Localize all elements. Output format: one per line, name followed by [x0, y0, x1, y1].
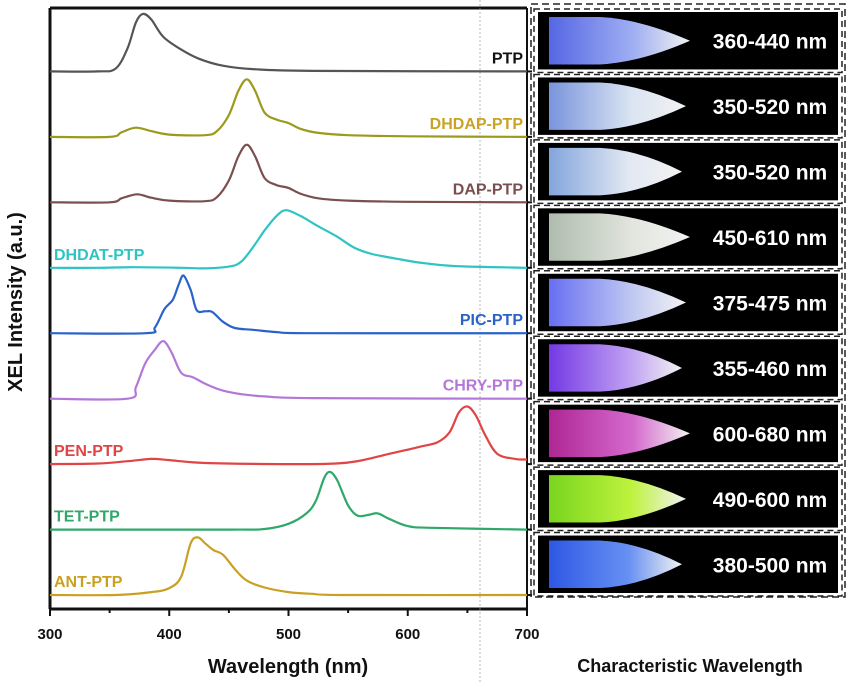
x-tick-label: 500 [276, 626, 301, 643]
crystal-image [549, 409, 690, 458]
x-tick-label: 400 [157, 626, 182, 643]
range-label: 600-680 nm [713, 423, 827, 446]
range-label: 380-500 nm [713, 554, 827, 577]
x-axis-label: Wavelength (nm) [208, 656, 368, 678]
crystal-image [549, 17, 690, 65]
range-label: 355-460 nm [713, 358, 827, 381]
photo-row-frame [533, 270, 843, 335]
spectrum-line-ptp [49, 12, 528, 73]
photo-row-frame [533, 531, 843, 597]
crystal-image [549, 540, 682, 588]
series-label-pic-ptp: PIC-PTP [460, 312, 523, 329]
series-label-dhdap-ptp: DHDAP-PTP [430, 116, 524, 133]
spectrum-line-pic-ptp [49, 274, 528, 335]
photo-row-ant-ptp: 380-500 nm [533, 531, 843, 597]
series-label-dap-ptp: DAP-PTP [453, 181, 524, 198]
series-label-pen-ptp: PEN-PTP [54, 443, 124, 460]
photo-row-frame [533, 466, 843, 532]
series-label-chry-ptp: CHRY-PTP [443, 378, 524, 395]
crystal-image [549, 147, 682, 196]
photo-row-frame [533, 73, 843, 139]
y-axis-label: XEL Intensity (a.u.) [5, 212, 27, 392]
range-label: 450-610 nm [713, 227, 827, 250]
photo-row-frame [533, 139, 843, 205]
range-label: 350-520 nm [713, 96, 827, 119]
range-label: 490-600 nm [713, 489, 827, 512]
x-axis-ticks: 300 400 500 600 700 [37, 609, 540, 643]
photo-row-pen-ptp: 600-680 nm [533, 400, 843, 466]
photo-panel-border [530, 3, 846, 598]
photo-row-dhdap-ptp: 350-520 nm [533, 73, 843, 139]
spectrum-line-chry-ptp [49, 340, 528, 401]
photo-row-frame [533, 400, 843, 466]
photo-row-ptp: 360-440 nm [533, 8, 843, 74]
photo-row-dap-ptp: 350-520 nm [533, 139, 843, 205]
photo-row-tet-ptp: 490-600 nm [533, 466, 843, 532]
crystal-image [549, 213, 690, 261]
spectra-curves [49, 12, 528, 597]
spectrum-line-pen-ptp [49, 405, 528, 466]
series-label-ant-ptp: ANT-PTP [54, 574, 123, 591]
series-label-dhdat-ptp: DHDAT-PTP [54, 247, 145, 264]
crystal-image [549, 475, 686, 523]
x-tick-label: 600 [395, 626, 420, 643]
photo-row-frame [533, 8, 843, 74]
x-tick-label: 700 [514, 626, 539, 643]
spectrum-line-dap-ptp [49, 143, 528, 204]
x-tick-label: 300 [37, 626, 62, 643]
photo-row-chry-ptp: 355-460 nm [533, 335, 843, 401]
photo-row-pic-ptp: 375-475 nm [533, 270, 843, 335]
spectrum-line-ant-ptp [49, 536, 528, 597]
photo-row-frame [533, 204, 843, 270]
series-label-ptp: PTP [492, 50, 523, 67]
crystal-image [549, 82, 686, 130]
photo-row-frame [533, 335, 843, 401]
spectrum-line-dhdat-ptp [49, 209, 528, 270]
crystal-image [549, 344, 682, 392]
range-label: 350-520 nm [713, 162, 827, 185]
photo-row-dhdat-ptp: 450-610 nm [533, 204, 843, 270]
spectrum-line-dhdap-ptp [49, 78, 528, 139]
spectrum-line-tet-ptp [49, 470, 528, 531]
series-labels: PTP DHDAP-PTP DAP-PTP DHDAT-PTP PIC-PTP CHRY-… [54, 50, 523, 591]
crystal-image [549, 278, 686, 327]
plot-frame [48, 0, 532, 684]
range-label: 360-440 nm [713, 31, 827, 54]
characteristic-wavelength-panel: 360-440 nm 350-520 nm 350-520 nm 450-610 nm… [530, 3, 846, 598]
right-panel-caption: Characteristic Wavelength [577, 656, 802, 676]
series-label-tet-ptp: TET-PTP [54, 509, 120, 526]
range-label: 375-475 nm [713, 293, 827, 316]
